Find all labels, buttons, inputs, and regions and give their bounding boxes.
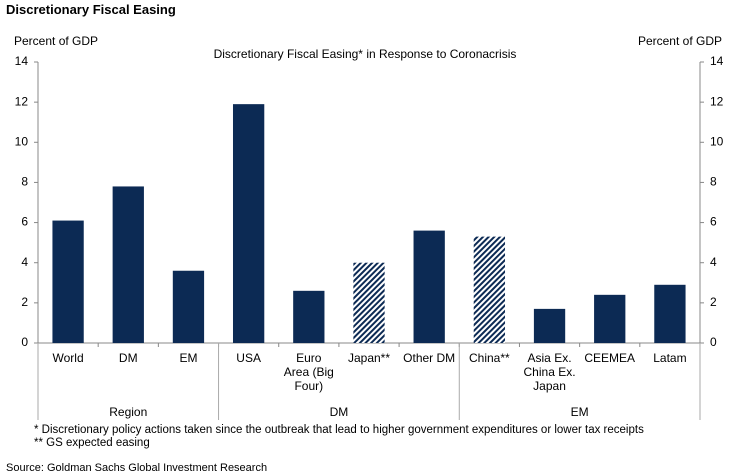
chart-title: Discretionary Fiscal Easing* in Response… xyxy=(213,47,517,61)
x-tick-label: Latam xyxy=(653,351,687,365)
bar xyxy=(293,290,325,343)
x-tick-label: Euro Area (Big Four) xyxy=(283,351,334,393)
y2-tick-label: 2 xyxy=(710,295,717,309)
source: Source: Goldman Sachs Global Investment … xyxy=(6,462,268,473)
bar xyxy=(112,186,144,343)
x-tick-label: China** xyxy=(469,351,510,365)
y2-tick-label: 4 xyxy=(710,255,717,269)
page-title: Discretionary Fiscal Easing xyxy=(6,2,176,17)
x-tick-label: USA xyxy=(236,351,261,365)
bar xyxy=(172,270,205,343)
y-tick-label: 12 xyxy=(15,94,29,108)
y2-tick-label: 8 xyxy=(710,175,717,189)
y-tick-label: 0 xyxy=(21,335,28,349)
x-tick-label: Japan** xyxy=(347,351,391,365)
y2-axis-label: Percent of GDP xyxy=(637,34,722,48)
bar xyxy=(533,308,566,343)
bar xyxy=(353,262,385,343)
y-tick-label: 4 xyxy=(21,255,28,269)
x-tick-label: EM xyxy=(179,351,198,365)
x-tick-label: DM xyxy=(118,351,138,365)
bar xyxy=(654,284,686,343)
x-tick-label: Asia Ex. China Ex. Japan xyxy=(523,351,576,393)
y2-tick-label: 14 xyxy=(710,54,724,68)
y2-tick-label: 12 xyxy=(710,94,724,108)
group-label: DM xyxy=(330,405,349,419)
footnote: ** GS expected easing xyxy=(34,437,150,449)
bar xyxy=(52,220,84,343)
y2-tick-label: 0 xyxy=(710,335,717,349)
bar xyxy=(413,230,445,343)
y-tick-label: 2 xyxy=(21,295,28,309)
bar xyxy=(232,104,265,344)
x-tick-label: CEEMEA xyxy=(584,351,636,365)
group-label: EM xyxy=(571,405,589,419)
x-tick-label: World xyxy=(52,351,84,365)
group-label: Region xyxy=(109,405,147,419)
y-tick-label: 10 xyxy=(15,134,29,148)
x-tick-label: Other DM xyxy=(403,351,456,365)
footnote: * Discretionary policy actions taken sin… xyxy=(34,424,644,436)
y-tick-label: 14 xyxy=(15,54,29,68)
y-tick-label: 8 xyxy=(21,175,28,189)
y2-tick-label: 10 xyxy=(710,134,724,148)
y-axis-label: Percent of GDP xyxy=(14,34,99,48)
y-tick-label: 6 xyxy=(21,215,28,229)
bar xyxy=(594,294,626,343)
bar xyxy=(473,236,506,343)
y2-tick-label: 6 xyxy=(710,215,717,229)
